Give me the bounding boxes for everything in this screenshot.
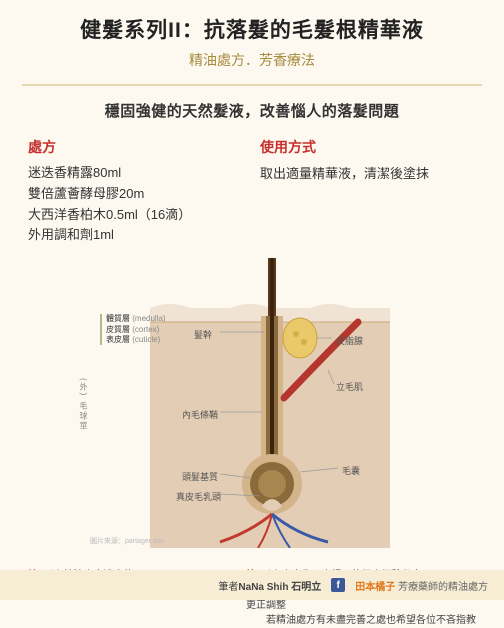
- page-subtitle: 精油處方．芳香療法: [10, 50, 494, 70]
- outer-bulb-label: (外) 毛球莖: [78, 378, 89, 432]
- tagline: 穩固強健的天然髮液，改善惱人的落髮問題: [0, 100, 504, 121]
- layer-row: 表皮層 (cuticle): [106, 335, 166, 345]
- image-credit: 圖片來源：partager.son: [90, 536, 164, 546]
- usage-text: 取出適量精華液，清潔後塗抹: [260, 163, 476, 182]
- part-label: 立毛肌: [336, 380, 363, 393]
- facebook-icon: f: [331, 578, 345, 592]
- part-label: 頭髮基質: [182, 470, 218, 483]
- recipe-line: 雙倍蘆薈酵母膠20m: [28, 184, 244, 205]
- brand-tagline: 芳療藥師的精油處方: [398, 582, 488, 593]
- recipe-line: 迷迭香精露80ml: [28, 163, 244, 184]
- part-label: 髮幹: [194, 328, 212, 341]
- usage-head: 使用方式: [260, 137, 476, 157]
- brand-name: 田本橘子: [355, 582, 395, 593]
- part-label: 毛囊: [342, 464, 360, 477]
- hair-follicle-diagram: 體質層 (medulla)皮質層 (cortex)表皮層 (cuticle) (…: [150, 258, 470, 558]
- note-line: 若精油處方有未盡完善之處也希望各位不吝指教: [246, 613, 476, 628]
- part-label: 皮脂腺: [336, 334, 363, 347]
- recipe-line: 外用調和劑1ml: [28, 225, 244, 246]
- header-divider: [22, 84, 482, 86]
- layer-row: 皮質層 (cortex): [106, 325, 166, 335]
- page-title: 健髮系列II：抗落髮的毛髮根精華液: [10, 14, 494, 44]
- part-label: 內毛條鞘: [182, 408, 218, 421]
- hair-layer-labels: 體質層 (medulla)皮質層 (cortex)表皮層 (cuticle): [100, 314, 166, 345]
- recipe-head: 處方: [28, 137, 244, 157]
- part-label: 真皮毛乳頭: [176, 490, 221, 503]
- author-label: 筆者: [218, 582, 238, 593]
- recipe-line: 大西洋香柏木0.5ml（16滴）: [28, 205, 244, 226]
- footer-bar: 筆者NaNa Shih 石明立 f 田本橘子 芳療藥師的精油處方: [0, 570, 504, 600]
- follicle-svg: [150, 258, 390, 548]
- author-name: NaNa Shih 石明立: [238, 582, 321, 593]
- layer-row: 體質層 (medulla): [106, 314, 166, 324]
